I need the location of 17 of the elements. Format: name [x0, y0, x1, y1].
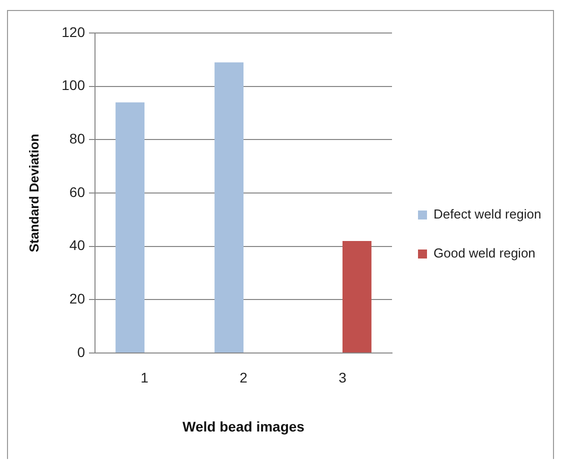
y-tick-label: 40	[69, 237, 86, 254]
bar	[214, 62, 244, 352]
y-tick-label: 60	[69, 184, 86, 200]
x-tick-label: 1	[140, 369, 149, 386]
bar	[116, 102, 144, 352]
x-axis-title: Weld bead images	[182, 418, 305, 434]
y-tick-label: 0	[77, 344, 86, 360]
y-tick-label: 80	[69, 130, 86, 147]
x-tick-label: 3	[338, 369, 347, 386]
legend-label: Good weld region	[434, 246, 536, 261]
y-tick-label: 120	[62, 24, 86, 40]
y-tick-label: 20	[69, 290, 86, 307]
x-tick-label: 2	[240, 369, 248, 386]
bar	[342, 241, 372, 352]
legend-label: Defect weld region	[434, 206, 542, 222]
y-axis-title: Standard Deviation	[26, 134, 42, 252]
y-tick-label: 100	[62, 77, 86, 94]
